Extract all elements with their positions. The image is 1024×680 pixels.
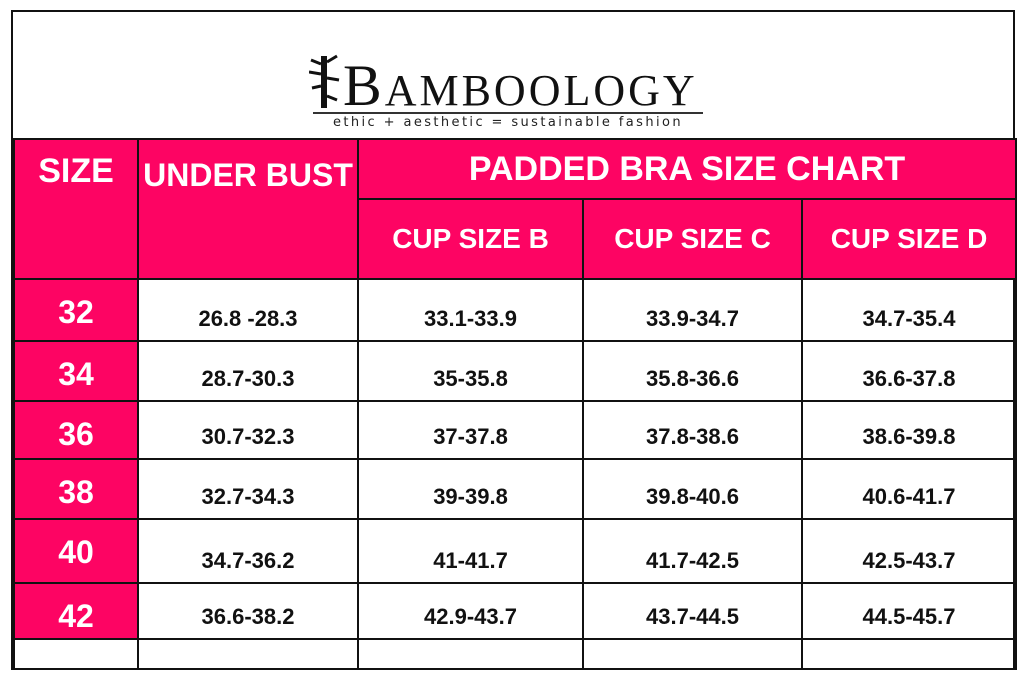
tagline: ethic + aesthetic = sustainable fashion <box>333 115 683 130</box>
under-bust-cell: 32.7-34.3 <box>137 458 359 520</box>
table-row: 38 32.7-34.3 39-39.8 39.8-40.6 40.6-41.7 <box>13 458 1018 520</box>
empty-row <box>13 638 1018 670</box>
size-cell: 36 <box>13 400 139 460</box>
cup-b-cell: 33.1-33.9 <box>357 278 584 342</box>
cup-d-cell: 42.5-43.7 <box>800 518 1018 584</box>
size-chart: BAMBOOLOGY ethic + aesthetic = sustainab… <box>11 10 1018 670</box>
cup-b-cell: 39-39.8 <box>357 458 584 520</box>
header-cup-b: CUP SIZE B <box>357 198 584 280</box>
table-row: 36 30.7-32.3 37-37.8 37.8-38.6 38.6-39.8 <box>13 400 1018 460</box>
under-bust-cell: 28.7-30.3 <box>137 340 359 402</box>
cup-d-cell: 34.7-35.4 <box>800 278 1018 342</box>
under-bust-cell: 30.7-32.3 <box>137 400 359 460</box>
cup-d-cell: 38.6-39.8 <box>800 400 1018 460</box>
cup-b-cell: 37-37.8 <box>357 400 584 460</box>
cup-c-cell: 43.7-44.5 <box>582 582 803 640</box>
cup-d-cell: 40.6-41.7 <box>800 458 1018 520</box>
size-cell: 40 <box>13 518 139 584</box>
header-cup-d: CUP SIZE D <box>800 198 1018 280</box>
cup-d-cell: 44.5-45.7 <box>800 582 1018 640</box>
size-cell: 42 <box>13 582 139 640</box>
cup-c-cell: 35.8-36.6 <box>582 340 803 402</box>
cup-c-cell: 37.8-38.6 <box>582 400 803 460</box>
size-cell: 32 <box>13 278 139 342</box>
table-row: 42 36.6-38.2 42.9-43.7 43.7-44.5 44.5-45.7 <box>13 582 1018 640</box>
size-cell: 38 <box>13 458 139 520</box>
table-row: 32 26.8 -28.3 33.1-33.9 33.9-34.7 34.7-35.4 <box>13 278 1018 342</box>
header-under-bust: UNDER BUST <box>137 138 359 280</box>
logo: BAMBOOLOGY ethic + aesthetic = sustainab… <box>13 12 1013 140</box>
cup-c-cell: 41.7-42.5 <box>582 518 803 584</box>
cup-d-cell: 36.6-37.8 <box>800 340 1018 402</box>
cup-c-cell: 33.9-34.7 <box>582 278 803 342</box>
brand-wordmark: BAMBOOLOGY <box>309 50 703 118</box>
under-bust-cell: 26.8 -28.3 <box>137 278 359 342</box>
cup-b-cell: 35-35.8 <box>357 340 584 402</box>
cup-c-cell: 39.8-40.6 <box>582 458 803 520</box>
header-cup-c: CUP SIZE C <box>582 198 803 280</box>
table-row: 40 34.7-36.2 41-41.7 41.7-42.5 42.5-43.7 <box>13 518 1018 584</box>
header-title: PADDED BRA SIZE CHART <box>356 138 1018 200</box>
header-size: SIZE <box>13 138 139 280</box>
cup-b-cell: 41-41.7 <box>357 518 584 584</box>
size-table: SIZE UNDER BUST PADDED BRA SIZE CHART CU… <box>13 138 1018 670</box>
size-cell: 34 <box>13 340 139 402</box>
under-bust-cell: 34.7-36.2 <box>137 518 359 584</box>
table-row: 34 28.7-30.3 35-35.8 35.8-36.6 36.6-37.8 <box>13 340 1018 402</box>
cup-b-cell: 42.9-43.7 <box>357 582 584 640</box>
bamboo-icon <box>309 54 340 108</box>
under-bust-cell: 36.6-38.2 <box>137 582 359 640</box>
